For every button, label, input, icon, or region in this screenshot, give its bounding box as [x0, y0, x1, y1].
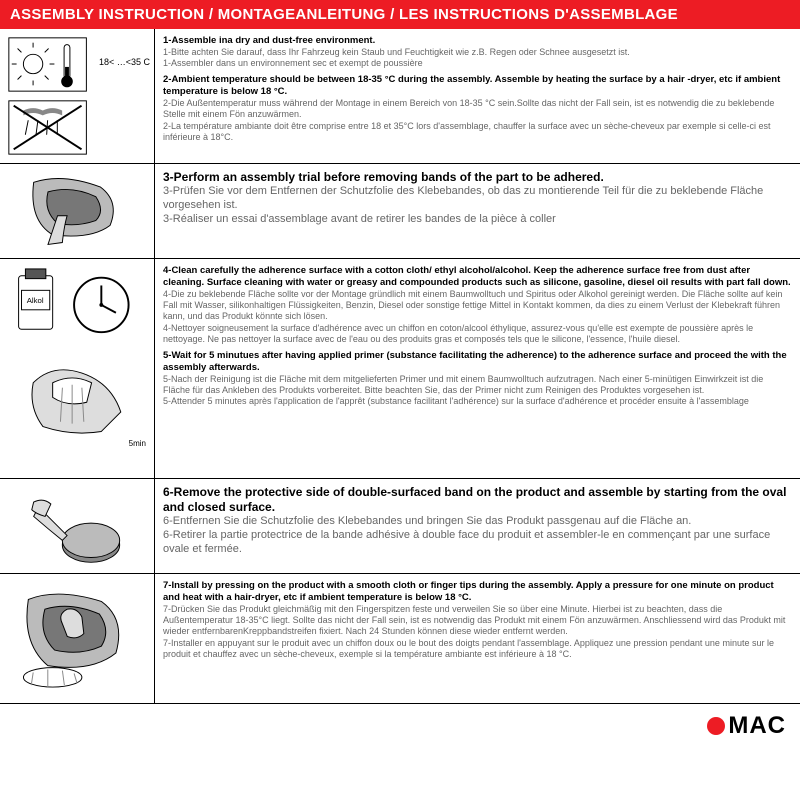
- five-min-label: 5min: [129, 439, 146, 448]
- illustration-2: [0, 164, 155, 258]
- step-text-3: 4-Clean carefully the adherence surface …: [155, 259, 800, 478]
- step6-en: 6-Remove the protective side of double-s…: [163, 485, 792, 515]
- step4-fr: 4-Nettoyer soigneusement la surface d'ad…: [163, 323, 792, 346]
- step-row-1: 18< …<35 C 1-Assemble ina dry and dust-f…: [0, 29, 800, 164]
- logo-dot-icon: [707, 717, 725, 735]
- illustration-1: 18< …<35 C: [0, 29, 155, 163]
- step-row-4: 6-Remove the protective side of double-s…: [0, 479, 800, 574]
- step-row-3: Alkol 5min 4-Clean carefully the adheren…: [0, 259, 800, 479]
- temp-label: 18< …<35 C: [99, 57, 150, 67]
- step4-en: 4-Clean carefully the adherence surface …: [163, 265, 792, 289]
- alkol-label: Alkol: [27, 296, 44, 305]
- step-text-4: 6-Remove the protective side of double-s…: [155, 479, 800, 573]
- step6-fr: 6-Retirer la partie protectrice de la ba…: [163, 529, 792, 557]
- step5-de: 5-Nach der Reinigung ist die Fläche mit …: [163, 374, 792, 397]
- step2-fr: 2-La température ambiante doit être comp…: [163, 121, 792, 144]
- step7-fr: 7-Installer en appuyant sur le produit a…: [163, 638, 792, 661]
- step1-fr: 1-Assembler dans un environnement sec et…: [163, 58, 792, 69]
- step4-de: 4-Die zu beklebende Fläche sollte vor de…: [163, 289, 792, 323]
- step3-en: 3-Perform an assembly trial before remov…: [163, 170, 792, 185]
- step-text-1: 1-Assemble ina dry and dust-free environ…: [155, 29, 800, 163]
- mirror-trial-icon: [5, 168, 148, 254]
- step6-de: 6-Entfernen Sie die Schutzfolie des Kleb…: [163, 515, 792, 529]
- instruction-rows: 18< …<35 C 1-Assemble ina dry and dust-f…: [0, 29, 800, 704]
- sun-thermometer-icon: [4, 33, 149, 159]
- step-text-2: 3-Perform an assembly trial before remov…: [155, 164, 800, 258]
- footer: MAC: [0, 704, 800, 740]
- step7-de: 7-Drücken Sie das Produkt gleichmäßig mi…: [163, 604, 792, 638]
- step2-en: 2-Ambient temperature should be between …: [163, 74, 792, 98]
- illustration-4: [0, 479, 155, 573]
- step-row-5: 7-Install by pressing on the product wit…: [0, 574, 800, 704]
- peel-tape-icon: [5, 483, 148, 569]
- brand-logo: MAC: [707, 712, 786, 740]
- step-row-2: 3-Perform an assembly trial before remov…: [0, 164, 800, 259]
- illustration-5: [0, 574, 155, 703]
- illustration-3: Alkol 5min: [0, 259, 155, 478]
- step3-fr: 3-Réaliser un essai d'assemblage avant d…: [163, 213, 792, 227]
- step1-en: 1-Assemble ina dry and dust-free environ…: [163, 35, 792, 47]
- step5-en: 5-Wait for 5 minutues after having appli…: [163, 350, 792, 374]
- step3-de: 3-Prüfen Sie vor dem Entfernen der Schut…: [163, 185, 792, 213]
- step7-en: 7-Install by pressing on the product wit…: [163, 580, 792, 604]
- step-text-5: 7-Install by pressing on the product wit…: [155, 574, 800, 703]
- press-mirror-icon: [4, 580, 150, 697]
- step1-de: 1-Bitte achten Sie darauf, dass Ihr Fahr…: [163, 47, 792, 58]
- page-title: ASSEMBLY INSTRUCTION / MONTAGEANLEITUNG …: [0, 0, 800, 29]
- step2-de: 2-Die Außentemperatur muss während der M…: [163, 98, 792, 121]
- step5-fr: 5-Attender 5 minutes après l'application…: [163, 396, 792, 407]
- logo-text: MAC: [728, 712, 786, 740]
